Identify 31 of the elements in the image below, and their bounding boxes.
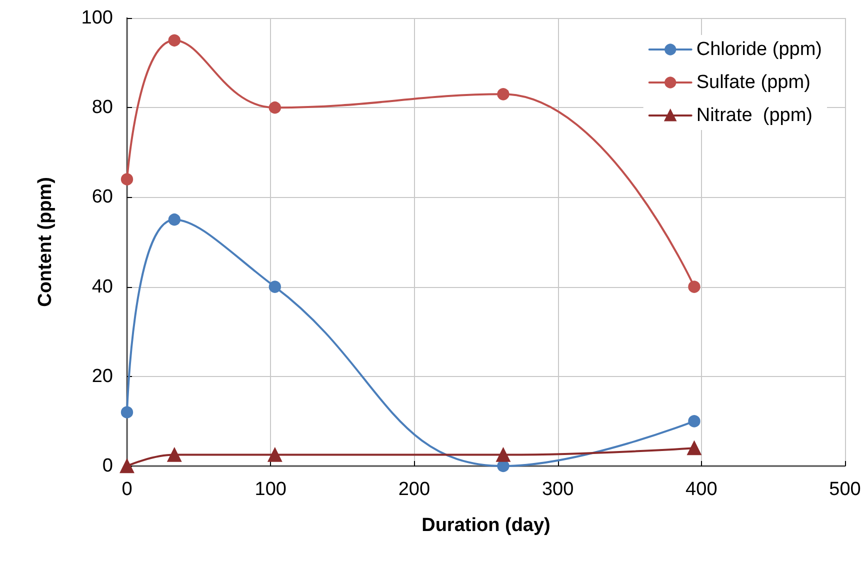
point <box>168 34 180 46</box>
point <box>497 88 510 100</box>
x-tick-label: 400 <box>686 479 718 500</box>
point <box>268 280 282 293</box>
y-axis-title: Content (ppm) <box>35 177 56 307</box>
point <box>687 440 702 456</box>
x-tick-label: 500 <box>829 479 861 500</box>
point <box>120 173 134 186</box>
point <box>120 406 134 418</box>
x-tick-label: 200 <box>398 479 430 500</box>
x-axis-title: Duration (day) <box>422 515 550 536</box>
point <box>268 102 282 114</box>
x-tick-label: 300 <box>542 479 574 500</box>
point <box>688 280 700 293</box>
y-tick-label: 60 <box>92 186 113 208</box>
point <box>268 448 282 462</box>
y-tick-label: 20 <box>92 366 113 387</box>
point <box>688 415 700 428</box>
point <box>168 214 180 226</box>
y-tick-label: 80 <box>92 97 113 118</box>
legend-label: Chloride (ppm) <box>696 39 822 60</box>
x-tick-label: 0 <box>122 479 132 500</box>
y-tick-label: 0 <box>102 456 113 476</box>
legend-label: Nitrate (ppm) <box>696 105 812 126</box>
point <box>167 448 182 462</box>
y-tick-label: 40 <box>92 276 113 298</box>
y-tick-label: 100 <box>81 8 113 28</box>
x-tick-label: 100 <box>254 479 286 500</box>
legend-label: Sulfate (ppm) <box>696 72 810 93</box>
point <box>120 458 134 474</box>
point <box>496 448 510 462</box>
